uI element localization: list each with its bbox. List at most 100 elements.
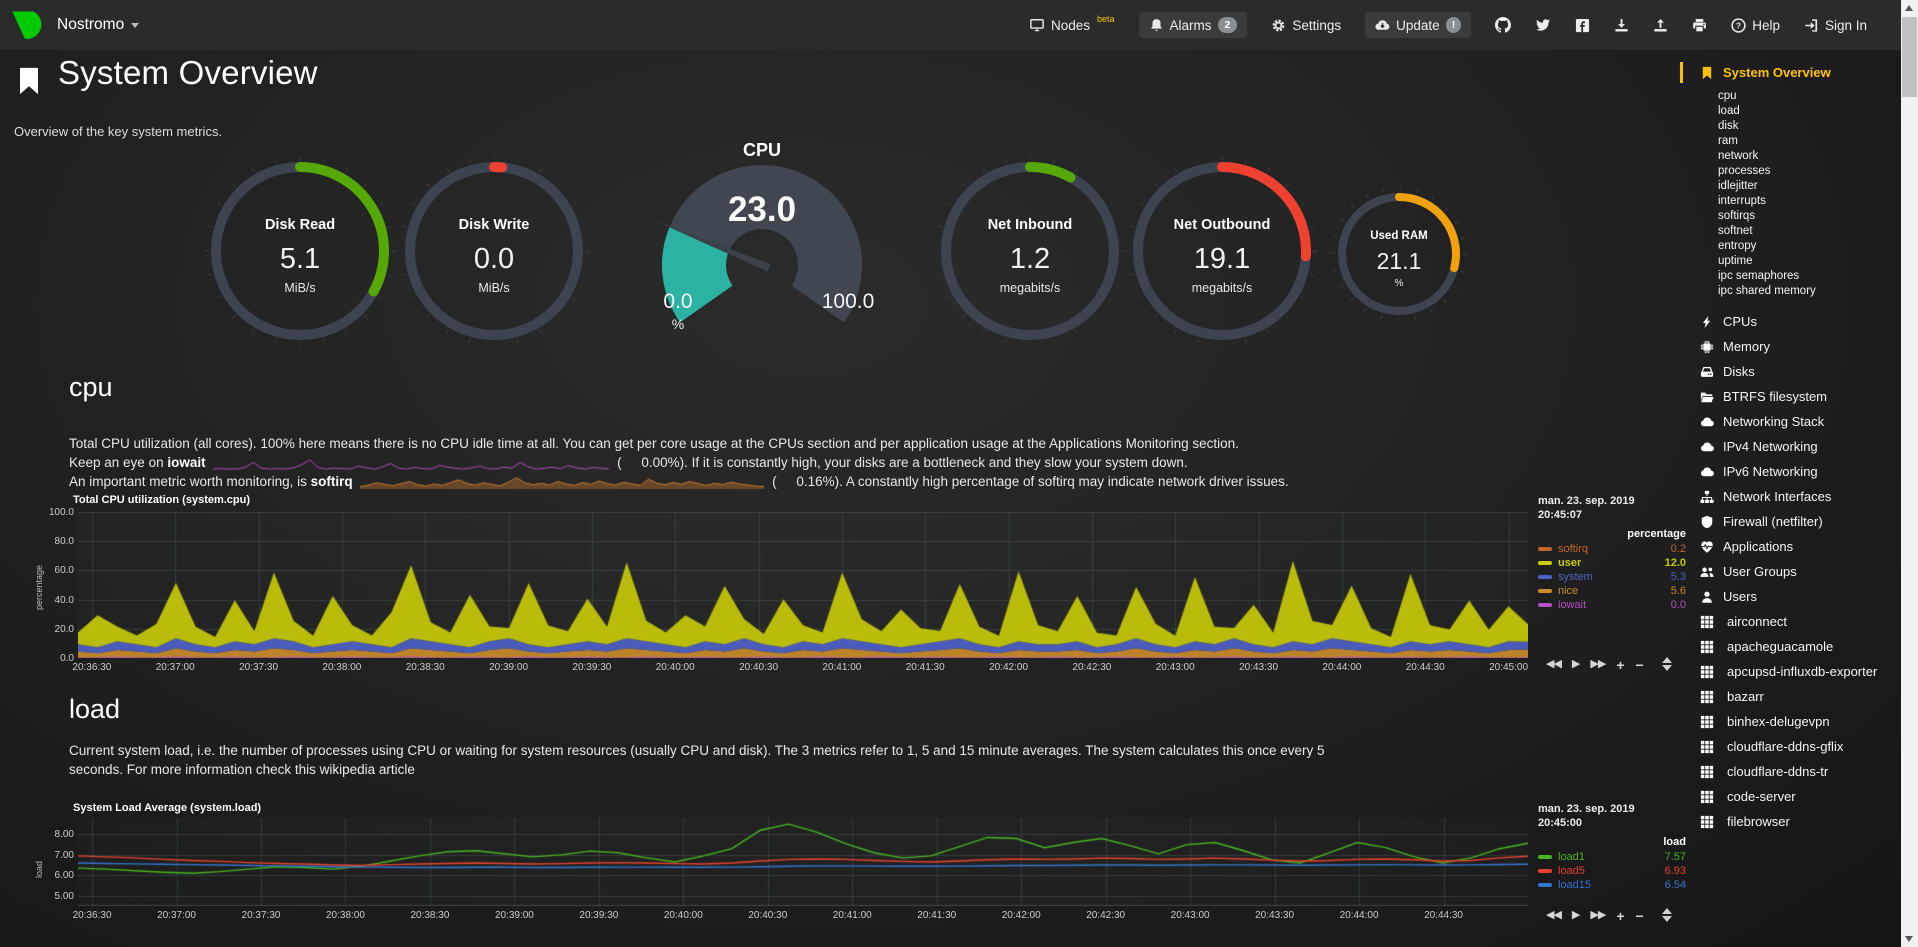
legend-series-nice[interactable]: nice 5.6 bbox=[1538, 584, 1686, 598]
gauge-cpu[interactable]: CPU 23.0 0.0 100.0% bbox=[632, 140, 892, 340]
softirq-current-value: 0.16% bbox=[796, 474, 835, 489]
cloud-icon bbox=[1700, 440, 1714, 454]
update-button[interactable]: Update ! bbox=[1365, 12, 1472, 38]
sidebar-item-binhex-delugevpn[interactable]: binhex-delugevpn bbox=[1700, 709, 1898, 734]
sidebar-item-apacheguacamole[interactable]: apacheguacamole bbox=[1700, 634, 1898, 659]
sidebar-item-users[interactable]: Users bbox=[1700, 584, 1898, 609]
ytick-cpu: 80.0 bbox=[54, 536, 74, 548]
legend-swatch-user bbox=[1538, 561, 1552, 565]
zoom-in-button[interactable]: + bbox=[1616, 908, 1625, 924]
print-icon[interactable] bbox=[1692, 18, 1707, 33]
github-icon[interactable] bbox=[1495, 17, 1511, 33]
gauge-net-outbound[interactable]: Net Outbound 19.1 megabits/s bbox=[1122, 151, 1322, 351]
netdata-logo-icon[interactable] bbox=[9, 7, 45, 43]
pan-backward-button[interactable]: ◀◀ bbox=[1546, 658, 1562, 670]
sidebar-item-btrfs-filesystem[interactable]: BTRFS filesystem bbox=[1700, 384, 1898, 409]
ytick-cpu: 20.0 bbox=[54, 623, 74, 635]
chart-resize-handle-load[interactable] bbox=[1660, 906, 1674, 924]
sidebar-item-load[interactable]: load bbox=[1700, 104, 1898, 119]
sidebar-item-ipc-shared-memory[interactable]: ipc shared memory bbox=[1700, 284, 1898, 299]
sidebar-item-filebrowser[interactable]: filebrowser bbox=[1700, 809, 1898, 834]
hostname-label: Nostromo bbox=[57, 16, 125, 33]
legend-series-load15[interactable]: load15 6.54 bbox=[1538, 878, 1686, 892]
scrollbar-thumb[interactable] bbox=[1902, 17, 1917, 97]
xtick-cpu: 20:39:00 bbox=[489, 662, 529, 673]
play-button[interactable]: ▶ bbox=[1571, 658, 1581, 670]
legend-series-user[interactable]: user 12.0 bbox=[1538, 556, 1686, 570]
sidebar-item-apcupsd-influxdb-exporter[interactable]: apcupsd-influxdb-exporter bbox=[1700, 659, 1898, 684]
sidebar-item-applications[interactable]: Applications bbox=[1700, 534, 1898, 559]
sidebar-item-airconnect[interactable]: airconnect bbox=[1700, 609, 1898, 634]
gauge-used-ram[interactable]: Used RAM 21.1% bbox=[1329, 184, 1469, 324]
scrollbar-down-arrow[interactable] bbox=[1905, 936, 1913, 942]
chart-resize-handle-cpu[interactable] bbox=[1660, 655, 1674, 673]
legend-series-iowait[interactable]: iowait 0.0 bbox=[1538, 598, 1686, 612]
sidebar-item-bazarr[interactable]: bazarr bbox=[1700, 684, 1898, 709]
sidebar-item-uptime[interactable]: uptime bbox=[1700, 254, 1898, 269]
sidebar-item-idlejitter[interactable]: idlejitter bbox=[1700, 179, 1898, 194]
legend-name: softirq bbox=[1558, 543, 1588, 555]
play-button[interactable]: ▶ bbox=[1571, 909, 1581, 921]
legend-series-system[interactable]: system 5.3 bbox=[1538, 570, 1686, 584]
sidebar-item-softnet[interactable]: softnet bbox=[1700, 224, 1898, 239]
sidebar-item-entropy[interactable]: entropy bbox=[1700, 239, 1898, 254]
import-snapshot-icon[interactable] bbox=[1614, 18, 1629, 33]
ytick-load: 6.00 bbox=[54, 870, 74, 882]
sidebar-item-cpus[interactable]: CPUs bbox=[1700, 309, 1898, 334]
chart-canvas-cpu[interactable] bbox=[78, 512, 1528, 658]
help-button[interactable]: Help bbox=[1731, 18, 1780, 33]
sidebar-item-ipv6-networking[interactable]: IPv6 Networking bbox=[1700, 459, 1898, 484]
zoom-out-button[interactable]: − bbox=[1635, 908, 1644, 924]
sidebar-item-ram[interactable]: ram bbox=[1700, 134, 1898, 149]
gauge-disk-write[interactable]: Disk Write 0.0 MiB/s bbox=[394, 151, 594, 351]
sidebar-item-softirqs[interactable]: softirqs bbox=[1700, 209, 1898, 224]
wikipedia-article-link[interactable]: wikipedia article bbox=[319, 762, 415, 777]
sidebar-item-code-server[interactable]: code-server bbox=[1700, 784, 1898, 809]
pan-backward-button[interactable]: ◀◀ bbox=[1546, 909, 1562, 921]
export-snapshot-icon[interactable] bbox=[1653, 18, 1668, 33]
sidebar-item-system-overview[interactable]: System Overview bbox=[1680, 62, 1898, 83]
settings-button[interactable]: Settings bbox=[1271, 18, 1341, 33]
sidebar-item-disks[interactable]: Disks bbox=[1700, 359, 1898, 384]
chip-icon bbox=[1700, 340, 1714, 354]
sidebar-item-firewall-netfilter-[interactable]: Firewall (netfilter) bbox=[1700, 509, 1898, 534]
hostname-dropdown[interactable]: Nostromo bbox=[57, 16, 140, 34]
sidebar-item-network[interactable]: network bbox=[1700, 149, 1898, 164]
facebook-icon[interactable] bbox=[1575, 18, 1590, 33]
legend-series-softirq[interactable]: softirq 0.2 bbox=[1538, 542, 1686, 556]
twitter-icon[interactable] bbox=[1535, 18, 1551, 32]
zoom-in-button[interactable]: + bbox=[1616, 657, 1625, 673]
sidebar-item-cpu[interactable]: cpu bbox=[1700, 89, 1898, 104]
softirq-sparkline-chart[interactable] bbox=[360, 474, 765, 490]
sidebar-item-interrupts[interactable]: interrupts bbox=[1700, 194, 1898, 209]
legend-series-load5[interactable]: load5 6.93 bbox=[1538, 864, 1686, 878]
gauge-unit: MiB/s bbox=[478, 281, 510, 295]
gauge-net-inbound[interactable]: Net Inbound 1.2 megabits/s bbox=[930, 151, 1130, 351]
sidebar-item-network-interfaces[interactable]: Network Interfaces bbox=[1700, 484, 1898, 509]
sidebar-item-cloudflare-ddns-gflix[interactable]: cloudflare-ddns-gflix bbox=[1700, 734, 1898, 759]
pan-forward-button[interactable]: ▶▶ bbox=[1590, 658, 1606, 670]
pan-forward-button[interactable]: ▶▶ bbox=[1590, 909, 1606, 921]
sidebar-item-networking-stack[interactable]: Networking Stack bbox=[1700, 409, 1898, 434]
sidebar-item-processes[interactable]: processes bbox=[1700, 164, 1898, 179]
legend-series-load1[interactable]: load1 7.57 bbox=[1538, 850, 1686, 864]
zoom-out-button[interactable]: − bbox=[1635, 657, 1644, 673]
scrollbar-up-arrow[interactable] bbox=[1905, 5, 1913, 11]
sidebar-item-user-groups[interactable]: User Groups bbox=[1700, 559, 1898, 584]
sidebar-item-memory[interactable]: Memory bbox=[1700, 334, 1898, 359]
sidebar-item-ipv4-networking[interactable]: IPv4 Networking bbox=[1700, 434, 1898, 459]
chart-canvas-load[interactable] bbox=[78, 818, 1528, 906]
ytick-load: 5.00 bbox=[54, 890, 74, 902]
signin-button[interactable]: Sign In bbox=[1804, 18, 1867, 33]
gauge-disk-read[interactable]: Disk Read 5.1 MiB/s bbox=[200, 151, 400, 351]
alarms-button[interactable]: Alarms 2 bbox=[1138, 12, 1248, 38]
gauge-cpu-unit: % bbox=[671, 316, 685, 332]
sidebar-item-ipc-semaphores[interactable]: ipc semaphores bbox=[1700, 269, 1898, 284]
nodes-button[interactable]: Nodes beta bbox=[1029, 14, 1115, 33]
sidebar-item-cloudflare-ddns-tr[interactable]: cloudflare-ddns-tr bbox=[1700, 759, 1898, 784]
sidebar-item-disk[interactable]: disk bbox=[1700, 119, 1898, 134]
gauge-label: Net Outbound bbox=[1173, 217, 1271, 233]
grid-icon bbox=[1700, 690, 1714, 704]
iowait-sparkline-chart[interactable] bbox=[213, 455, 610, 471]
bookmark-icon bbox=[1700, 66, 1714, 80]
